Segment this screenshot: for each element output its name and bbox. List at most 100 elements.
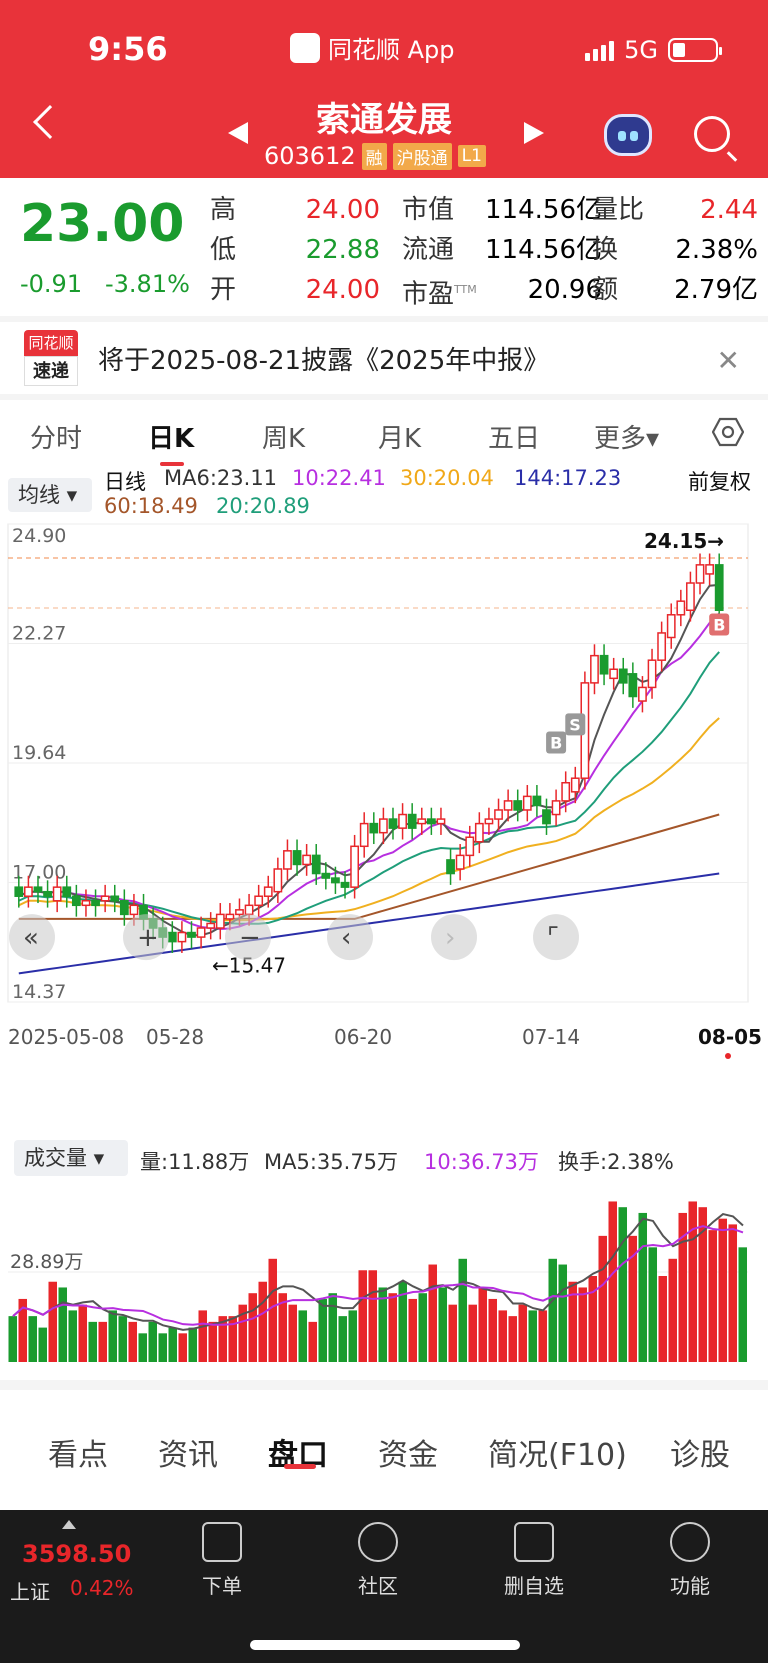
candle-body: [187, 931, 196, 938]
volume-bar: [258, 1281, 267, 1362]
candle-body: [465, 836, 475, 857]
volume-bar: [228, 1316, 237, 1362]
candle-body: [378, 818, 388, 834]
community-icon[interactable]: [358, 1522, 398, 1562]
next-stock-icon[interactable]: [524, 122, 544, 144]
remove-watchlist-icon[interactable]: [514, 1522, 554, 1562]
app-logo-icon: [290, 32, 320, 63]
tab-intraday[interactable]: 分时: [30, 424, 83, 454]
candle-body: [331, 877, 340, 884]
ma-selector[interactable]: 均线 ▾: [8, 478, 92, 512]
community-label[interactable]: 社区: [358, 1574, 398, 1598]
volume-bar: [408, 1298, 417, 1362]
function-icon[interactable]: [670, 1522, 710, 1562]
tab-daily[interactable]: 日K: [148, 424, 195, 454]
volume-bar: [498, 1310, 507, 1362]
tab-monthly[interactable]: 月K: [378, 424, 422, 454]
settings-hex-icon[interactable]: [712, 416, 744, 448]
quote-panel: 23.00 -0.91 -3.81% 高 24.00 低 22.88 开 24.00 …: [0, 178, 768, 316]
candle-body: [263, 886, 273, 897]
order-icon[interactable]: [202, 1522, 242, 1562]
candle-body: [225, 913, 235, 920]
tab-weekly[interactable]: 周K: [262, 424, 306, 454]
tab-f10[interactable]: 简况(F10): [488, 1438, 627, 1473]
x-tick-label: 07-14: [522, 1025, 580, 1049]
control-glyph: ‹: [341, 923, 351, 953]
vol-y-label: 28.89万: [10, 1251, 83, 1273]
remove-watchlist-label[interactable]: 删自选: [504, 1574, 564, 1598]
volume-bar: [328, 1293, 337, 1362]
ma10-line: [18, 612, 720, 931]
chart-tabs: 分时 日K 周K 月K 五日 更多▾: [0, 400, 768, 466]
low-label: 低: [210, 235, 237, 265]
candle-body: [62, 886, 72, 897]
change-pct: -3.81%: [105, 270, 190, 298]
vr-value: 2.44: [700, 195, 758, 225]
search-icon[interactable]: [694, 116, 730, 152]
vr-label: 量比: [592, 195, 645, 225]
order-label[interactable]: 下单: [202, 1574, 242, 1598]
candle-body: [215, 913, 225, 929]
volume-bar: [638, 1212, 647, 1362]
control-glyph: +: [137, 923, 159, 953]
function-label[interactable]: 功能: [670, 1574, 710, 1598]
notice-bar[interactable]: 同花顺 速递 将于2025-08-21披露《2025年中报》 ✕: [0, 322, 768, 394]
zoom-out-icon[interactable]: −: [225, 914, 271, 961]
collapse-left-icon[interactable]: «: [9, 914, 55, 961]
candle-body: [436, 818, 446, 825]
candle-body: [91, 900, 100, 907]
volume-bar: [718, 1218, 727, 1362]
tab-highlights[interactable]: 看点: [48, 1438, 108, 1473]
candle-body: [618, 668, 628, 684]
candle-body: [561, 781, 571, 802]
y-tick-label: 22.27: [12, 623, 66, 645]
robot-icon[interactable]: [604, 114, 652, 156]
candle-body: [503, 800, 513, 811]
marker-label: B: [550, 734, 562, 753]
divider: [0, 1380, 768, 1390]
volume-chart[interactable]: 28.89万: [0, 1180, 768, 1370]
volume-bar: [668, 1258, 677, 1362]
pe-label: 市盈TTM: [402, 279, 477, 310]
ma144-value: 144:17.23: [514, 466, 622, 490]
tab-funds[interactable]: 资金: [378, 1438, 438, 1473]
ma-kind: 日线: [104, 470, 146, 494]
candle-body: [196, 927, 206, 938]
volume-bar: [588, 1276, 597, 1362]
scroll-left-icon[interactable]: ‹: [327, 914, 373, 961]
tab-news[interactable]: 资讯: [158, 1438, 218, 1473]
vol-ma10-line: [12, 1225, 744, 1326]
zoom-in-icon[interactable]: +: [123, 914, 169, 961]
quote-col-3: 量比 2.44 换 2.38% 额 2.79亿: [592, 190, 758, 310]
fullscreen-icon[interactable]: ⌜: [533, 914, 579, 961]
footer-bar: 3598.50 上证 0.42% 下单 社区 删自选 功能: [0, 1510, 768, 1663]
scroll-right-icon[interactable]: ›: [431, 914, 477, 961]
notice-logo: 同花顺 速递: [24, 330, 78, 386]
candle-body: [14, 886, 24, 897]
volume-bar: [158, 1333, 167, 1362]
prev-stock-icon[interactable]: [228, 122, 248, 144]
candle-body: [484, 818, 494, 825]
tab-more[interactable]: 更多▾: [594, 424, 660, 454]
volume-bar: [628, 1235, 637, 1362]
candle-body: [657, 632, 667, 661]
ma30-value: 30:20.04: [400, 466, 494, 490]
open-value: 24.00: [305, 275, 380, 305]
volume-bar: [198, 1310, 207, 1362]
candle-body: [532, 795, 542, 807]
close-icon[interactable]: ✕: [716, 344, 740, 377]
status-time: 9:56: [88, 30, 168, 68]
tab-five-day[interactable]: 五日: [488, 424, 541, 454]
volume-selector[interactable]: 成交量 ▾: [14, 1140, 128, 1176]
volume-bar: [648, 1247, 657, 1362]
tag-connect: 沪股通: [392, 142, 452, 170]
adjust-mode[interactable]: 前复权: [688, 470, 751, 494]
volume-bar: [378, 1287, 387, 1362]
candle-body: [638, 686, 647, 702]
candlestick-chart[interactable]: 24.9022.2719.6417.0014.3724.15→←15.47BSB…: [0, 520, 768, 1080]
volume-bar: [548, 1258, 557, 1362]
tab-diagnosis[interactable]: 诊股: [670, 1438, 730, 1473]
candle-body: [666, 614, 676, 639]
volume-bar: [568, 1281, 577, 1362]
candle-body: [570, 777, 580, 793]
